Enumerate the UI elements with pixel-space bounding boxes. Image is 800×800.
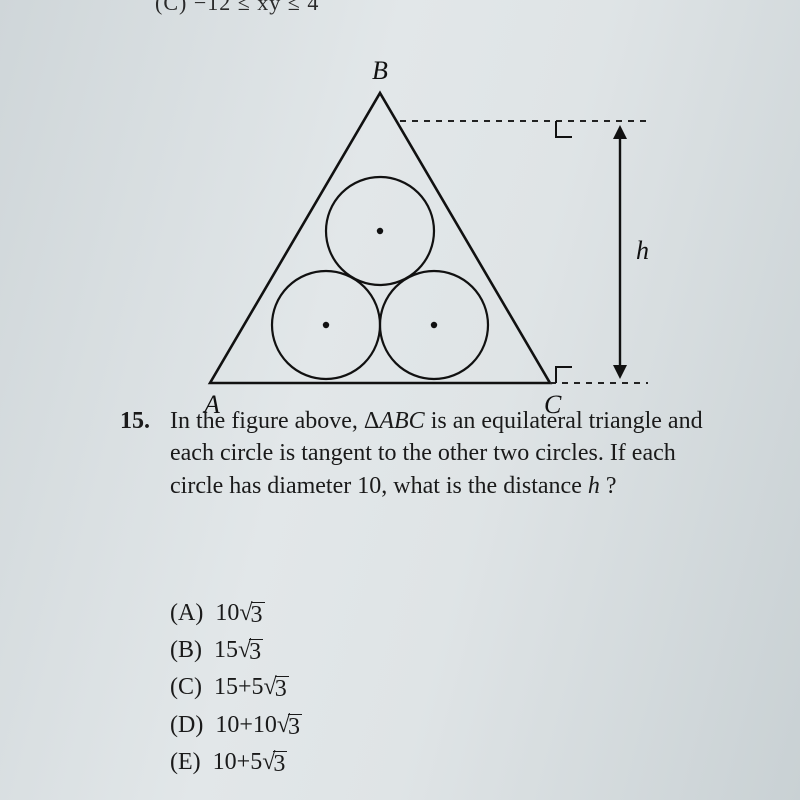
choice-label: (C) (170, 674, 202, 700)
sqrt-arg: 3 (288, 714, 302, 739)
qtext-seg: ? (600, 473, 617, 499)
sqrt-icon: √3 (239, 595, 264, 632)
center-dot (323, 322, 329, 328)
sqrt-arg: 3 (275, 676, 289, 701)
choice-value: 10 (215, 712, 239, 738)
sqrt-icon: √3 (238, 632, 263, 669)
choice-e: (E) 10+5√3 (170, 744, 302, 781)
question-body: In the figure above, ΔABC is an equilate… (170, 405, 710, 502)
answer-choices: (A) 10√3 (B) 15√3 (C) 15+5√3 (D) 10+10√3… (170, 595, 302, 781)
choice-op: +10 (239, 712, 277, 738)
choice-label: (E) (170, 749, 201, 775)
qtext-triangle-name: ABC (379, 408, 424, 434)
choice-d: (D) 10+10√3 (170, 707, 302, 744)
sqrt-arg: 3 (251, 602, 265, 627)
height-label: h (636, 236, 649, 265)
choice-b: (B) 15√3 (170, 632, 302, 669)
arrowhead-icon (613, 125, 627, 139)
question-number: 15. (120, 405, 170, 502)
qtext-delta: Δ (364, 408, 379, 434)
choice-c: (C) 15+5√3 (170, 669, 302, 706)
choice-a: (A) 10√3 (170, 595, 302, 632)
choice-value: 15 (214, 637, 238, 663)
previous-question-fragment: (C) −12 ≤ xy ≤ 4 (155, 0, 319, 16)
sqrt-icon: √3 (277, 707, 302, 744)
triangle (210, 93, 550, 383)
choice-value: 10 (215, 600, 239, 626)
sqrt-arg: 3 (273, 751, 287, 776)
worksheet-page: { "partial_top": "(C) −12 ≤ xy ≤ 4", "fi… (0, 0, 800, 800)
arrowhead-icon (613, 365, 627, 379)
center-dot (377, 228, 383, 234)
choice-label: (A) (170, 600, 203, 626)
sqrt-arg: 3 (249, 639, 263, 664)
qtext-seg: In the figure above, (170, 408, 364, 434)
question-text: 15. In the figure above, ΔABC is an equi… (120, 405, 710, 502)
choice-value: 10 (213, 749, 237, 775)
right-angle-marker (556, 121, 572, 137)
choice-op: +5 (237, 749, 263, 775)
figure-svg: A B C h (170, 55, 670, 418)
right-angle-marker (556, 367, 572, 383)
choice-op: +5 (238, 674, 264, 700)
choice-value: 15 (214, 674, 238, 700)
sqrt-icon: √3 (262, 744, 287, 781)
center-dot (431, 322, 437, 328)
choice-label: (B) (170, 637, 202, 663)
choice-label: (D) (170, 712, 203, 738)
vertex-label-b: B (372, 56, 388, 85)
sqrt-icon: √3 (264, 669, 289, 706)
qtext-h: h (588, 473, 600, 499)
geometry-figure: A B C h (170, 55, 670, 390)
